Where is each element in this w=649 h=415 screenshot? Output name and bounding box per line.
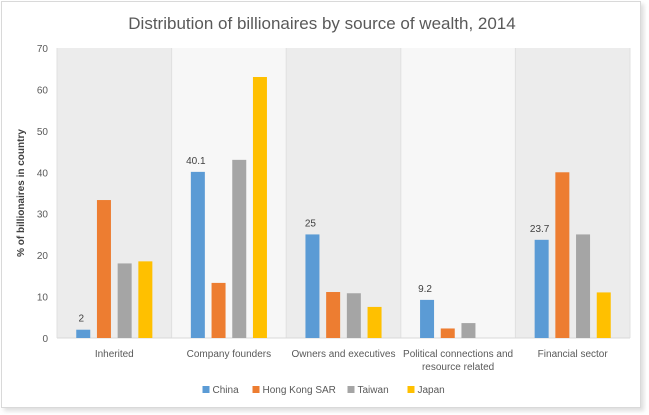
x-tick-label: Owners and executives [292,349,396,360]
chart-title: Distribution of billionaires by source o… [128,14,515,33]
legend-label: Hong Kong SAR [263,385,336,396]
legend-swatch [202,386,210,393]
legend-swatch [347,386,355,393]
bar [252,77,267,338]
category-band [171,48,287,338]
legend-label: Japan [418,385,445,396]
legend: China Hong Kong SAR Taiwan Japan [202,385,445,396]
x-tick-label: Political connections and [403,349,513,360]
category-stripes [56,48,631,338]
bar [190,171,205,338]
chart-svg: Distribution of billionaires by source o… [16,14,631,396]
bar [96,200,111,338]
category-band [57,48,172,338]
y-tick-label: 20 [37,251,49,262]
y-tick-label: 60 [37,85,49,96]
chart-frame: Distribution of billionaires by source o… [1,1,641,408]
data-label: 9.2 [418,284,432,295]
data-labels: 2 40.1 25 9.2 23.7 [78,156,549,325]
data-label: 2 [78,314,84,325]
category-band [515,48,630,338]
x-tick-label: Company founders [187,349,272,360]
bar [76,329,91,338]
bar [138,261,153,338]
y-tick-label: 50 [37,127,49,138]
data-label: 40.1 [186,156,206,167]
data-label: 23.7 [530,224,550,235]
bars [76,77,611,338]
bar [596,292,611,338]
legend-label: Taiwan [358,385,389,396]
y-tick-label: 40 [37,168,49,179]
y-tick-label: 70 [37,44,49,55]
legend-swatch [407,386,415,393]
y-axis-ticks: 0 10 20 30 40 50 60 70 [37,44,49,345]
bar [346,293,361,338]
y-tick-label: 30 [37,210,49,221]
bar [232,159,247,338]
bar [461,323,476,338]
x-axis-labels: Inherited Company founders Owners and exec… [95,349,609,373]
bar [420,299,435,338]
bar [117,263,132,338]
bar [555,172,570,338]
bar [305,234,320,338]
bar [576,234,591,338]
legend-swatch [252,386,260,393]
bar [326,292,341,338]
category-band [400,48,516,338]
legend-label: China [213,385,240,396]
x-tick-label: Inherited [95,349,134,360]
bar [211,282,226,338]
bar [534,239,549,338]
data-label: 25 [305,218,317,229]
y-axis-label: % of billionaires in country [16,129,27,257]
x-tick-label: Financial sector [538,349,609,360]
bar [440,328,455,338]
x-tick-label: resource related [422,362,494,373]
bar [367,306,382,338]
y-tick-label: 0 [42,334,48,345]
category-band [286,48,401,338]
y-tick-label: 10 [37,293,49,304]
